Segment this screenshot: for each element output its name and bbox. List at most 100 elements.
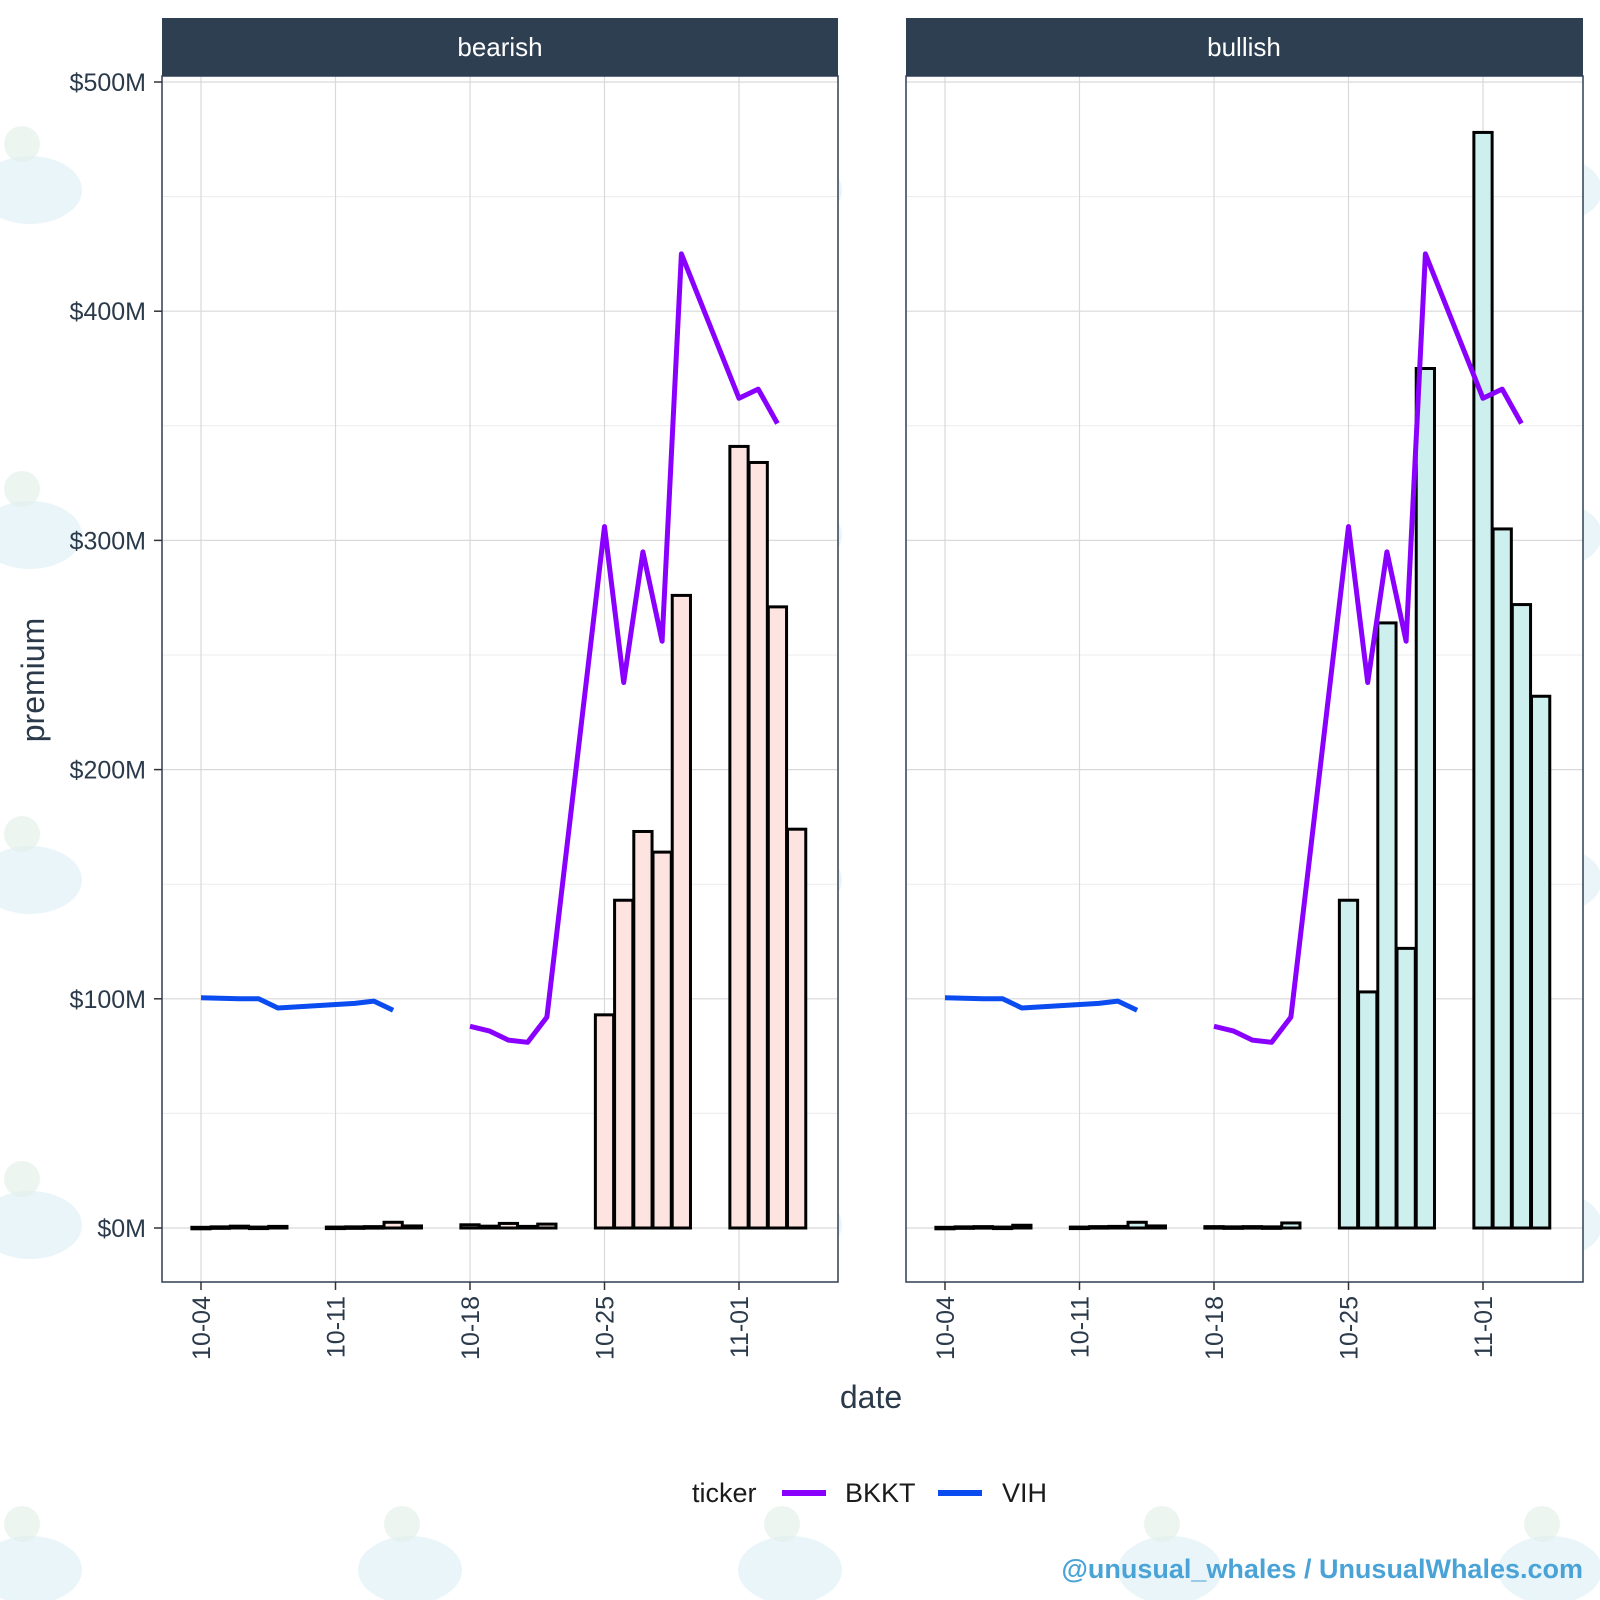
bar bbox=[1395, 946, 1417, 1230]
bar bbox=[1145, 1224, 1167, 1230]
whale-watermark-spout bbox=[4, 1161, 40, 1197]
panel-bearish bbox=[161, 75, 839, 1283]
bar bbox=[478, 1224, 500, 1230]
bar bbox=[1088, 1225, 1110, 1230]
strip-bullish bbox=[906, 18, 1583, 76]
x-tick-label: 10-04 bbox=[932, 1296, 960, 1360]
x-tick-label: 11-01 bbox=[1470, 1296, 1498, 1358]
whale-watermark-spout bbox=[1144, 1506, 1180, 1542]
bar bbox=[934, 1225, 956, 1231]
y-tick-label: $400M bbox=[70, 298, 146, 326]
x-tick-label: 10-11 bbox=[323, 1296, 351, 1358]
legend-label-vih: VIH bbox=[1002, 1478, 1047, 1508]
bar bbox=[1530, 694, 1552, 1230]
x-tick-label: 10-04 bbox=[188, 1296, 216, 1360]
whale-watermark-icon bbox=[0, 501, 82, 569]
x-tick-label: 10-25 bbox=[592, 1296, 620, 1360]
bar bbox=[324, 1225, 347, 1231]
legend-label-bkkt: BKKT bbox=[845, 1478, 916, 1508]
strip-bearish bbox=[162, 18, 838, 76]
y-tick-label: $500M bbox=[70, 69, 146, 97]
bar bbox=[728, 444, 750, 1230]
bar bbox=[1107, 1224, 1129, 1230]
facet-bearish: bearish bbox=[161, 18, 839, 1283]
x-tick-label: 10-18 bbox=[1201, 1296, 1229, 1360]
line-bkkt bbox=[469, 251, 780, 1045]
line-vih bbox=[944, 995, 1139, 1013]
x-tick-label: 10-11 bbox=[1067, 1296, 1095, 1358]
whale-watermark-spout bbox=[4, 816, 40, 852]
x-axis: 10-04 10-11 10-18 10-25 11-01 10-04 10-11 10-18… bbox=[188, 1282, 1498, 1360]
bar bbox=[613, 898, 635, 1230]
bar bbox=[593, 1013, 616, 1230]
bar bbox=[248, 1225, 270, 1231]
bar bbox=[632, 829, 654, 1230]
credit-text: @unusual_whales / UnusualWhales.com bbox=[1062, 1554, 1583, 1584]
whale-watermark-icon bbox=[358, 1536, 462, 1600]
bar bbox=[1376, 621, 1398, 1230]
bar bbox=[1491, 527, 1513, 1230]
bar bbox=[1337, 898, 1360, 1230]
panel-background bbox=[906, 76, 1583, 1282]
bar bbox=[1280, 1221, 1302, 1230]
panel-background bbox=[162, 76, 838, 1282]
strip-label-bearish: bearish bbox=[457, 32, 542, 62]
bar bbox=[209, 1225, 231, 1230]
legend: ticker BKKT VIH bbox=[692, 1478, 1047, 1508]
line-bkkt bbox=[1213, 251, 1524, 1045]
whale-watermark-icon bbox=[0, 1191, 82, 1259]
y-tick-label: $0M bbox=[97, 1215, 146, 1243]
bar bbox=[1510, 603, 1533, 1230]
bar bbox=[401, 1224, 423, 1230]
bar bbox=[497, 1221, 520, 1230]
x-tick-label: 10-18 bbox=[457, 1296, 485, 1360]
x-tick-label: 10-25 bbox=[1336, 1296, 1364, 1360]
bar bbox=[517, 1224, 539, 1230]
whale-watermark-spout bbox=[4, 126, 40, 162]
y-axis: $0M $100M $200M $300M $400M $500M bbox=[70, 69, 162, 1243]
y-tick-label: $300M bbox=[70, 527, 146, 555]
bar bbox=[267, 1224, 289, 1230]
bar bbox=[190, 1225, 212, 1231]
bar bbox=[228, 1224, 251, 1230]
bar bbox=[1241, 1225, 1264, 1230]
panel-border bbox=[161, 75, 839, 1283]
bar bbox=[953, 1225, 975, 1230]
bar bbox=[747, 460, 769, 1230]
bar bbox=[1203, 1225, 1225, 1230]
bar bbox=[536, 1222, 558, 1230]
bar bbox=[1011, 1223, 1033, 1230]
bar bbox=[1222, 1225, 1244, 1230]
facet-bullish: bullish bbox=[905, 18, 1584, 1283]
bar bbox=[459, 1223, 481, 1230]
whale-watermark-icon bbox=[738, 1536, 842, 1600]
bar bbox=[786, 827, 808, 1230]
bar bbox=[1472, 130, 1494, 1230]
whale-watermark-icon bbox=[0, 1536, 82, 1600]
bar bbox=[1068, 1225, 1091, 1231]
bar bbox=[1261, 1225, 1283, 1230]
x-axis-title: date bbox=[840, 1379, 902, 1415]
bar bbox=[382, 1220, 404, 1230]
x-tick-label: 11-01 bbox=[726, 1296, 754, 1358]
whale-watermark-spout bbox=[4, 1506, 40, 1542]
strip-label-bullish: bullish bbox=[1207, 32, 1281, 62]
whale-watermark-icon bbox=[0, 156, 82, 224]
panel-border bbox=[905, 75, 1584, 1283]
panel-bullish bbox=[905, 75, 1584, 1283]
whale-watermark-icon bbox=[1118, 1536, 1222, 1600]
y-tick-label: $100M bbox=[70, 986, 146, 1014]
bar bbox=[363, 1225, 385, 1230]
bar bbox=[1126, 1220, 1148, 1230]
bar bbox=[670, 593, 692, 1230]
bar bbox=[1414, 367, 1436, 1230]
whale-watermark-spout bbox=[764, 1506, 800, 1542]
y-axis-title: premium bbox=[15, 618, 51, 742]
bar bbox=[344, 1225, 366, 1230]
line-vih bbox=[200, 995, 395, 1013]
bar bbox=[992, 1225, 1014, 1231]
whale-watermark-icon bbox=[1498, 1536, 1600, 1600]
whale-watermark-spout bbox=[1524, 1506, 1560, 1542]
bar bbox=[651, 850, 673, 1230]
